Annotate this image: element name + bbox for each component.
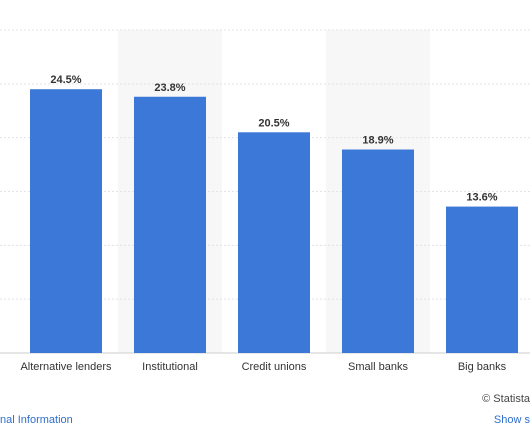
bar xyxy=(134,96,206,354)
value-label: 20.5% xyxy=(258,117,289,129)
bar xyxy=(238,132,310,353)
value-label: 23.8% xyxy=(154,82,185,94)
category-label: Institutional xyxy=(142,361,198,373)
bar xyxy=(342,149,414,353)
bar xyxy=(446,206,518,353)
category-label: Alternative lenders xyxy=(20,361,112,373)
statista-credit: © Statista xyxy=(482,393,530,405)
value-label: 24.5% xyxy=(50,74,81,86)
category-labels: Alternative lenders Institutional Credit u… xyxy=(20,361,506,373)
additional-information-link[interactable]: nal Information xyxy=(0,414,73,426)
bars xyxy=(30,89,518,354)
value-label: 13.6% xyxy=(466,192,497,204)
value-label: 18.9% xyxy=(362,135,393,147)
value-labels: 24.5% 23.8% 20.5% 18.9% 13.6% xyxy=(50,74,497,203)
category-label: Small banks xyxy=(348,361,408,373)
category-label: Credit unions xyxy=(242,361,307,373)
bar xyxy=(30,89,102,353)
category-label: Big banks xyxy=(458,361,507,373)
show-source-link[interactable]: Show s xyxy=(493,414,530,426)
